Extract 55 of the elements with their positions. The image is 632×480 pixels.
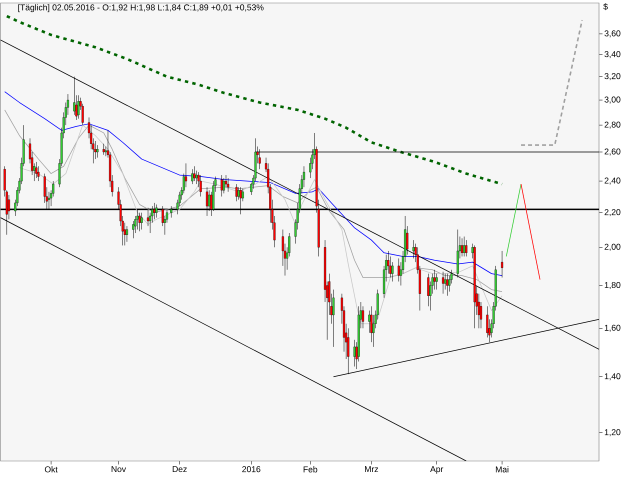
y-tick-label: 2,20 — [604, 209, 620, 216]
candlestick — [446, 273, 448, 296]
candlestick — [193, 166, 196, 182]
candlestick — [500, 250, 504, 278]
y-tick-label: 1,60 — [604, 324, 620, 332]
x-tick-label: Apr — [430, 466, 444, 474]
candlestick — [96, 144, 99, 158]
candlestick — [140, 212, 143, 230]
line-series — [4, 91, 502, 276]
x-tick-label: Nov — [112, 466, 126, 472]
x-tick-label: Feb — [304, 466, 318, 472]
candlestick — [102, 143, 105, 156]
candlestick — [94, 140, 96, 160]
candlestick — [460, 238, 464, 257]
y-tick-label: 3,40 — [604, 51, 620, 58]
y-axis-title: $ — [603, 3, 608, 10]
y-tick-label: 2,00 — [604, 244, 620, 251]
candlestick — [35, 162, 38, 178]
candlestick — [436, 273, 438, 290]
candlestick — [138, 212, 141, 232]
candlestick — [347, 328, 350, 374]
y-tick-label: 1,40 — [604, 373, 620, 380]
x-tick-label: 2016 — [242, 466, 260, 472]
x-tick-label: Okt — [44, 466, 58, 472]
candlestick — [486, 306, 488, 338]
candlestick — [463, 236, 466, 257]
x-tick-label: Mai — [496, 466, 508, 472]
y-tick-label: 1,80 — [604, 282, 620, 290]
line-series — [6, 14, 504, 186]
candlestick — [434, 270, 436, 290]
candlestick — [235, 184, 238, 202]
candlestick — [200, 174, 202, 197]
x-tick-label: Dez — [172, 466, 187, 472]
x-tick-label: Mrz — [365, 466, 378, 472]
candlestick — [456, 229, 459, 278]
candlestick — [220, 174, 223, 197]
y-tick-label: 3,60 — [604, 30, 620, 38]
chart-title: [Täglich] 02.05.2016 - O:1,92 H:1,98 L:1,84 C:1,89 +0,01 +0,53% — [18, 4, 264, 12]
candlestick — [37, 166, 40, 182]
candlestick — [77, 95, 80, 119]
y-tick-label: 2,60 — [604, 148, 620, 156]
y-tick-label: 1,20 — [604, 429, 620, 436]
candlestick — [126, 226, 128, 242]
candlestick — [195, 170, 198, 184]
y-tick-label: 3,20 — [604, 73, 620, 80]
candlestick — [412, 240, 415, 259]
y-tick-label: 2,80 — [604, 122, 620, 129]
candlestick — [465, 240, 468, 257]
candlestick — [442, 271, 444, 294]
y-tick-label: 3,00 — [604, 96, 620, 104]
candlestick — [222, 178, 225, 194]
candlestick — [353, 340, 356, 367]
candlestick — [191, 168, 194, 184]
candlestick — [227, 178, 230, 192]
y-tick-label: 2,40 — [604, 178, 620, 185]
